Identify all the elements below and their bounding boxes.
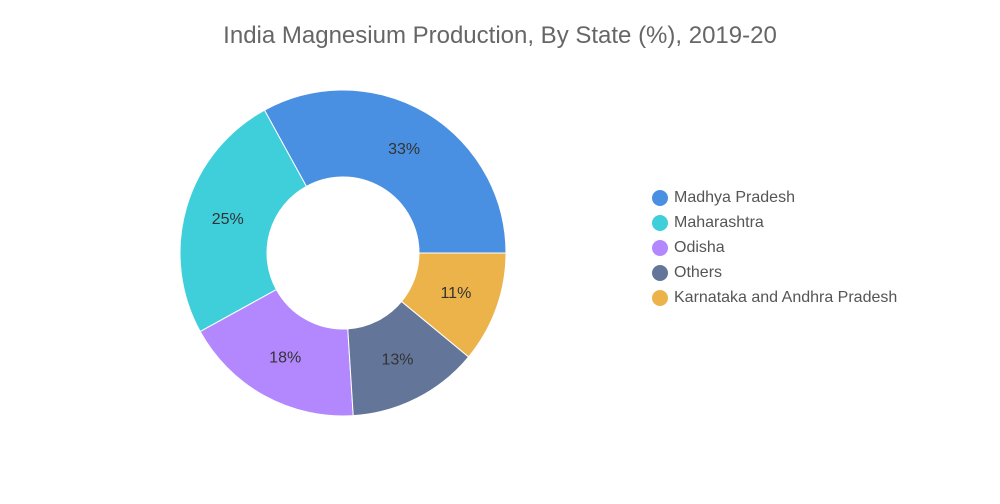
legend-swatch [652, 189, 668, 206]
legend-label: Karnataka and Andhra Pradesh [674, 288, 898, 306]
legend-item-madhya-pradesh[interactable]: Madhya Pradesh [652, 185, 897, 210]
legend-label: Madhya Pradesh [674, 188, 795, 206]
legend-item-others[interactable]: Others [652, 260, 897, 285]
legend-label: Odisha [674, 238, 725, 256]
legend-swatch [652, 289, 668, 306]
chart-legend: Madhya Pradesh Maharashtra Odisha Others Kar… [652, 185, 897, 310]
slice-label-odisha: 18% [269, 350, 301, 367]
legend-label: Maharashtra [674, 213, 764, 231]
legend-item-odisha[interactable]: Odisha [652, 235, 897, 260]
legend-item-karnataka-and-andhra-pradesh[interactable]: Karnataka and Andhra Pradesh [652, 285, 897, 310]
slice-maharashtra [179, 109, 308, 333]
legend-swatch [652, 264, 668, 281]
slice-label-maharashtra: 25% [212, 211, 244, 228]
legend-label: Others [674, 263, 723, 281]
legend-swatch [652, 239, 668, 256]
slice-odisha [199, 288, 354, 417]
slice-label-karnataka-and-andhra-pradesh: 11% [440, 285, 471, 302]
slice-karnataka-and-andhra-pradesh [400, 252, 507, 358]
legend-swatch [652, 214, 668, 231]
legend-item-maharashtra[interactable]: Maharashtra [652, 210, 897, 235]
slice-label-others: 13% [381, 351, 413, 368]
chart-title: India Magnesium Production, By State (%)… [223, 22, 777, 49]
slice-label-madhya-pradesh: 33% [388, 141, 420, 158]
slice-madhya-pradesh [263, 89, 507, 254]
